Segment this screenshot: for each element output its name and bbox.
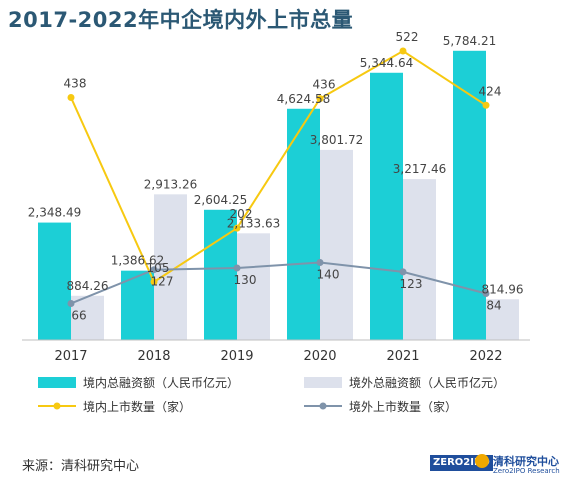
point-overseas-count-2021: [399, 268, 407, 276]
x-tick-2017: 2017: [54, 349, 87, 364]
source-note: 来源：清科研究中心: [22, 459, 140, 474]
legend-label-domestic-amount: 境内总融资额（人民币亿元）: [83, 375, 239, 390]
point-domestic-count-2017: [67, 94, 75, 102]
x-tick-2022: 2022: [469, 349, 502, 364]
label-domestic-amount-2022: 5,784.21: [443, 34, 496, 48]
label-overseas-count-2017: 66: [71, 308, 86, 322]
chart-title: 2017-2022年中企境内外上市总量: [8, 8, 354, 32]
legend-label-overseas-amount: 境外总融资额（人民币亿元）: [349, 375, 505, 390]
bar-overseas-2022: [486, 299, 519, 340]
x-tick-2021: 2021: [386, 349, 419, 364]
logo-chinese-name: 清科研究中心: [493, 455, 559, 468]
label-domestic-count-2021: 522: [396, 30, 419, 44]
x-tick-2020: 2020: [303, 349, 336, 364]
label-domestic-amount-2017: 2,348.49: [28, 206, 81, 220]
data-labels-layer: 2,348.49 884.261,386.62 2,913.26 2,604.25 2,…: [28, 30, 524, 322]
label-overseas-count-2019: 130: [234, 273, 257, 287]
lines-layer: [67, 47, 490, 307]
label-domestic-count-2019: 202: [230, 207, 253, 221]
point-domestic-count-2018: [150, 278, 158, 286]
point-domestic-count-2021: [399, 47, 407, 55]
legend-swatch-domestic-amount: [38, 377, 76, 388]
label-overseas-count-2020: 140: [317, 268, 340, 282]
logo-swirl-icon: [475, 454, 489, 468]
zero2ipo-logo: ZERO2IPO 清科研究中心 Zero2IPO Research: [430, 452, 560, 480]
label-overseas-amount-2022: 814.96: [482, 282, 524, 296]
bar-domestic-2021: [370, 72, 403, 340]
bars-layer: [38, 50, 519, 341]
label-overseas-amount-2017: 884.26: [67, 279, 109, 293]
label-domestic-count-2018: 105: [147, 261, 170, 275]
line-domestic-count: [70, 49, 487, 284]
x-axis-ticks: 2017 2018 2019 2020 2021 2022: [54, 349, 502, 364]
bar-domestic-2017: [38, 222, 71, 340]
point-domestic-count-2020: [316, 95, 324, 103]
point-overseas-count-2019: [233, 264, 241, 272]
line-overseas-count: [70, 261, 487, 305]
legend-swatch-overseas-amount: [304, 377, 342, 388]
point-overseas-count-2018: [150, 266, 158, 274]
legend-marker-overseas-count: [319, 402, 327, 410]
point-domestic-count-2019: [233, 224, 241, 232]
bar-domestic-2018: [121, 270, 154, 340]
x-tick-2019: 2019: [220, 349, 253, 364]
label-overseas-amount-2019: 2,133.63: [227, 216, 280, 230]
label-domestic-amount-2018: 1,386.62: [111, 254, 164, 268]
label-domestic-amount-2019: 2,604.25: [194, 193, 247, 207]
label-overseas-amount-2021: 3,217.46: [393, 162, 446, 176]
point-overseas-count-2022: [482, 290, 490, 297]
label-overseas-count-2022: 84: [486, 299, 501, 313]
legend-label-domestic-count: 境内上市数量（家）: [83, 399, 191, 414]
point-overseas-count-2017: [67, 299, 75, 307]
bar-domestic-2020: [287, 108, 320, 340]
label-overseas-amount-2018: 2,913.26: [144, 177, 197, 191]
label-overseas-count-2018: 127: [151, 275, 174, 289]
point-domestic-count-2022: [482, 101, 490, 109]
label-domestic-count-2017: 438: [64, 77, 87, 91]
x-tick-2018: 2018: [137, 349, 170, 364]
legend: 境内总融资额（人民币亿元） 境外总融资额（人民币亿元） 境内上市数量（家） 境外上市数…: [38, 375, 505, 414]
bar-overseas-2020: [320, 149, 353, 340]
label-domestic-count-2020: 436: [313, 78, 336, 92]
legend-marker-domestic-count: [53, 402, 61, 410]
label-overseas-count-2021: 123: [400, 277, 423, 291]
label-domestic-count-2022: 424: [479, 84, 502, 98]
legend-label-overseas-count: 境外上市数量（家）: [349, 399, 457, 414]
bar-overseas-2021: [403, 179, 436, 340]
label-domestic-amount-2020: 4,624.58: [277, 92, 330, 106]
point-overseas-count-2020: [316, 259, 324, 266]
label-overseas-amount-2020: 3,801.72: [310, 133, 363, 147]
bar-overseas-2017: [71, 295, 104, 340]
bar-overseas-2018: [154, 194, 187, 340]
bar-overseas-2019: [237, 233, 270, 340]
label-domestic-amount-2021: 5,344.64: [360, 56, 413, 70]
logo-english-name: Zero2IPO Research: [493, 467, 560, 475]
